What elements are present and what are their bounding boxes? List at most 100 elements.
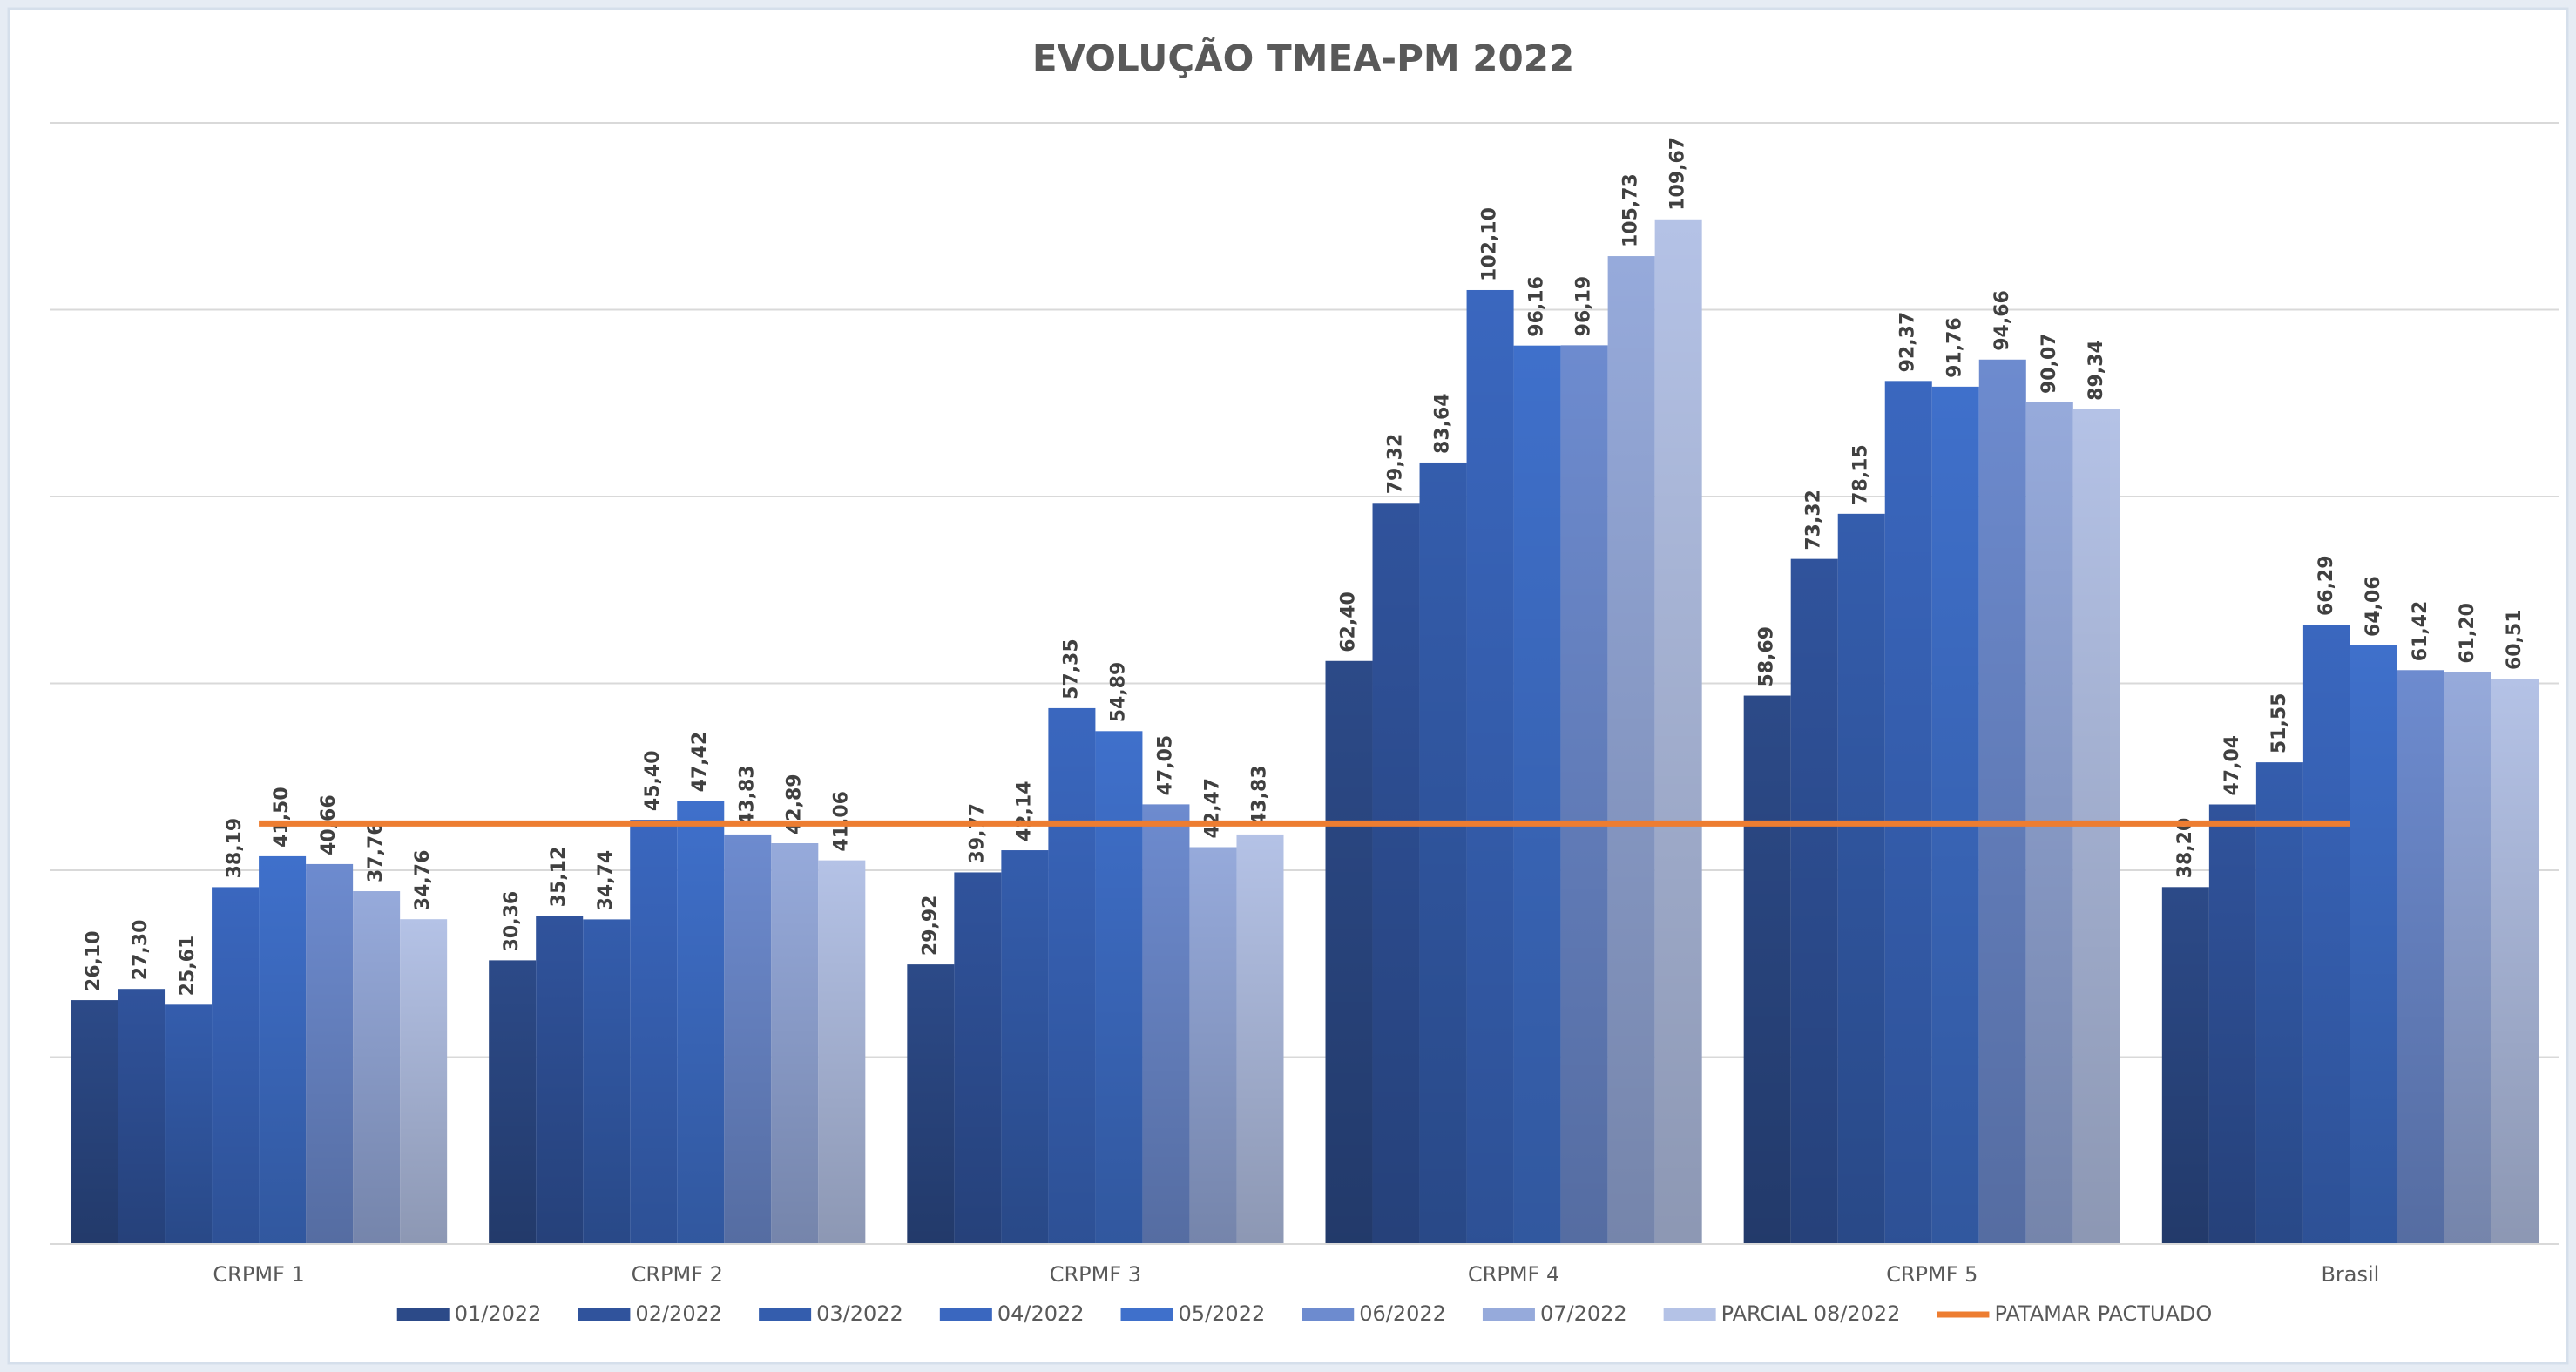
data-label: 39,77: [966, 803, 988, 864]
legend-label: 03/2022: [816, 1301, 903, 1326]
bar-shade: [2161, 887, 2209, 1244]
data-label: 47,04: [2221, 735, 2243, 796]
data-label: 47,05: [1154, 735, 1176, 796]
bar-shade: [2350, 645, 2397, 1244]
legend-swatch: [1663, 1308, 1716, 1321]
data-label: 61,42: [2410, 601, 2431, 662]
legend-swatch: [939, 1308, 992, 1321]
legend-label: 01/2022: [455, 1301, 542, 1326]
bar-shade: [2208, 804, 2256, 1244]
x-tick-label: CRPMF 1: [213, 1262, 304, 1287]
data-label: 73,32: [1803, 490, 1825, 551]
data-label: 47,42: [689, 732, 711, 793]
data-label: 54,89: [1107, 662, 1129, 723]
x-tick-label: Brasil: [2321, 1262, 2379, 1287]
data-label: 25,61: [177, 936, 199, 997]
data-label: 66,29: [2316, 555, 2337, 616]
data-label: 64,06: [2363, 576, 2384, 637]
bar-shade: [1978, 359, 2026, 1245]
bar-shade: [259, 855, 307, 1244]
data-label: 42,14: [1013, 781, 1035, 841]
bar-shade: [2444, 672, 2491, 1244]
bar-shade: [1790, 558, 1838, 1244]
bar-shade: [2255, 762, 2303, 1244]
data-label: 96,16: [1526, 276, 1548, 337]
bar-shade: [165, 1004, 213, 1244]
data-label: 34,74: [595, 850, 617, 911]
bar-shade: [212, 887, 260, 1244]
legend-label: 07/2022: [1540, 1301, 1627, 1326]
data-label: 94,66: [1991, 290, 2013, 351]
data-label: 96,19: [1573, 276, 1595, 337]
data-label: 58,69: [1756, 626, 1778, 687]
legend-label: PARCIAL 08/2022: [1721, 1301, 1901, 1326]
bar-shade: [1001, 850, 1049, 1244]
bar-shade: [907, 964, 955, 1244]
bar-shade: [1325, 660, 1373, 1244]
bar-shade: [1654, 219, 1702, 1244]
bar-shade: [489, 960, 537, 1244]
bar-shade: [536, 916, 584, 1244]
data-label: 78,15: [1850, 444, 1872, 505]
data-label: 91,76: [1944, 317, 1966, 378]
bar-shade: [118, 989, 166, 1244]
bar-shade: [2491, 679, 2539, 1244]
legend: 01/2022 02/2022 03/2022 04/2022 05/2022 06/20…: [396, 1301, 2212, 1326]
chart-title: EVOLUÇÃO TMEA-PM 2022: [1032, 37, 1574, 80]
legend-label: 05/2022: [1179, 1301, 1266, 1326]
bar-shade: [630, 820, 678, 1244]
data-label: 38,19: [224, 818, 246, 879]
data-label: 79,32: [1385, 434, 1407, 495]
data-label: 45,40: [642, 750, 664, 811]
x-tick-label: CRPMF 2: [632, 1262, 723, 1287]
data-label: 29,92: [919, 896, 941, 956]
data-label: 51,55: [2268, 693, 2290, 754]
data-label: 34,76: [412, 850, 434, 911]
bar-shade: [818, 860, 866, 1244]
data-label: 61,20: [2457, 603, 2478, 664]
x-tick-label: CRPMF 5: [1886, 1262, 1978, 1287]
bar-shade: [1560, 345, 1608, 1244]
bar-shade: [1048, 707, 1096, 1244]
data-label: 35,12: [548, 847, 570, 908]
data-label: 43,83: [736, 765, 758, 826]
bar-shade: [2072, 409, 2120, 1244]
bar-shade: [1419, 462, 1467, 1244]
legend-swatch: [1120, 1308, 1173, 1321]
data-label: 89,34: [2086, 340, 2107, 401]
bar-shade: [1095, 731, 1143, 1244]
data-label: 102,10: [1479, 207, 1501, 281]
legend-label: 04/2022: [997, 1301, 1085, 1326]
bar-shade: [400, 919, 448, 1244]
bar-shade: [1743, 695, 1791, 1244]
bar-shade: [954, 872, 1002, 1244]
bar-shade: [1837, 513, 1885, 1244]
legend-swatch: [759, 1308, 812, 1321]
bar-shade: [1236, 834, 1284, 1244]
x-tick-label: CRPMF 3: [1050, 1262, 1141, 1287]
data-label: 30,36: [501, 891, 523, 952]
bar-shade: [771, 843, 819, 1244]
bar-shade: [1466, 289, 1514, 1244]
bar-shade: [1513, 345, 1561, 1245]
bar-shade: [1884, 381, 1932, 1244]
bar-shade: [1142, 804, 1190, 1244]
data-label: 42,47: [1201, 778, 1223, 839]
bar-shade: [583, 919, 631, 1244]
bar-shade: [2302, 625, 2350, 1244]
bar-shade: [724, 834, 772, 1244]
data-label: 83,64: [1432, 393, 1454, 454]
bar-shade: [1189, 847, 1237, 1244]
bar-shade: [306, 863, 354, 1244]
bar-shade: [1931, 386, 1979, 1244]
data-label: 27,30: [130, 920, 152, 981]
bar-shade: [71, 1000, 118, 1244]
bar-shade: [353, 891, 401, 1244]
legend-label: PATAMAR PACTUADO: [1994, 1301, 2212, 1326]
data-label: 26,10: [83, 930, 105, 991]
legend-label: 02/2022: [635, 1301, 722, 1326]
legend-swatch: [1482, 1308, 1535, 1321]
x-tick-label: CRPMF 4: [1468, 1262, 1559, 1287]
